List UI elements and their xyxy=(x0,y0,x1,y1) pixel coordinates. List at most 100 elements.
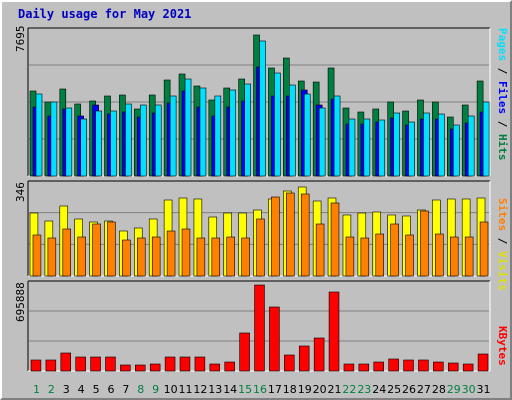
day-label-13: 13 xyxy=(208,383,222,396)
bar-sites-day-23 xyxy=(360,237,370,277)
bar-pages-day-10 xyxy=(169,95,177,177)
day-label-31: 31 xyxy=(477,383,491,396)
bar-sites-day-2 xyxy=(47,237,57,277)
bar-pages-day-14 xyxy=(229,89,237,177)
bar-kbytes-day-28 xyxy=(433,361,444,372)
bar-pages-day-16 xyxy=(259,40,266,177)
bar-pages-day-28 xyxy=(438,113,445,177)
bar-pages-day-12 xyxy=(199,87,207,177)
bar-kbytes-day-25 xyxy=(388,358,399,372)
bar-pages-day-21 xyxy=(333,95,341,177)
bar-sites-day-29 xyxy=(449,236,459,277)
day-label-21: 21 xyxy=(328,383,342,396)
bar-sites-day-18 xyxy=(286,192,295,277)
bar-kbytes-day-26 xyxy=(403,359,414,372)
bar-sites-day-8 xyxy=(137,237,146,277)
day-label-23: 23 xyxy=(357,383,371,396)
bar-sites-day-15 xyxy=(241,237,250,277)
bar-sites-day-1 xyxy=(32,234,42,277)
bar-kbytes-day-29 xyxy=(447,362,459,372)
bar-kbytes-day-15 xyxy=(239,332,250,372)
bar-kbytes-day-16 xyxy=(254,284,265,372)
bar-kbytes-day-21 xyxy=(328,291,340,372)
day-label-2: 2 xyxy=(48,383,55,396)
bar-sites-day-10 xyxy=(166,230,176,277)
bar-kbytes-day-23 xyxy=(358,363,370,372)
bar-kbytes-day-13 xyxy=(209,363,221,372)
bar-kbytes-day-22 xyxy=(343,363,355,372)
day-label-24: 24 xyxy=(372,383,386,396)
bar-sites-day-26 xyxy=(405,234,414,277)
bar-kbytes-day-8 xyxy=(135,364,146,372)
day-label-9: 9 xyxy=(152,383,159,396)
day-label-12: 12 xyxy=(193,383,207,396)
day-label-25: 25 xyxy=(387,383,401,396)
day-label-29: 29 xyxy=(447,383,461,396)
bar-sites-day-17 xyxy=(271,196,280,277)
bar-pages-day-15 xyxy=(244,83,251,177)
bar-kbytes-day-27 xyxy=(418,359,429,372)
bar-pages-day-9 xyxy=(154,104,162,177)
bar-sites-day-21 xyxy=(330,202,340,277)
day-label-27: 27 xyxy=(417,383,431,396)
bar-sites-day-6 xyxy=(107,221,116,277)
bar-sites-day-25 xyxy=(390,223,399,277)
day-label-26: 26 xyxy=(402,383,416,396)
bar-pages-day-7 xyxy=(125,103,132,177)
bar-kbytes-day-14 xyxy=(224,361,235,372)
bar-kbytes-day-30 xyxy=(462,363,474,372)
bar-pages-day-8 xyxy=(140,104,147,177)
day-label-30: 30 xyxy=(462,383,476,396)
bar-pages-day-24 xyxy=(378,119,386,177)
bar-kbytes-day-18 xyxy=(284,354,295,372)
day-label-8: 8 xyxy=(137,383,144,396)
bar-pages-day-22 xyxy=(348,118,356,177)
bar-pages-day-26 xyxy=(408,121,415,177)
bar-pages-day-23 xyxy=(363,118,371,177)
day-label-5: 5 xyxy=(93,383,100,396)
day-label-1: 1 xyxy=(33,383,40,396)
day-label-28: 28 xyxy=(432,383,446,396)
bar-pages-day-27 xyxy=(423,112,430,177)
bar-sites-day-14 xyxy=(226,236,235,277)
bar-sites-day-9 xyxy=(151,236,161,277)
bar-kbytes-day-12 xyxy=(194,356,206,372)
bar-sites-day-13 xyxy=(211,237,221,277)
bar-kbytes-day-24 xyxy=(373,361,384,372)
bar-pages-day-18 xyxy=(289,84,296,177)
bar-sites-day-4 xyxy=(77,236,86,277)
bar-sites-day-31 xyxy=(479,221,489,277)
bar-pages-day-30 xyxy=(467,115,475,177)
bar-pages-day-5 xyxy=(95,110,102,177)
bar-kbytes-day-9 xyxy=(149,363,161,372)
day-label-17: 17 xyxy=(268,383,282,396)
bar-sites-day-5 xyxy=(92,223,101,277)
bar-kbytes-day-20 xyxy=(313,337,325,372)
day-label-14: 14 xyxy=(223,383,237,396)
bar-sites-day-11 xyxy=(181,228,191,277)
bar-kbytes-day-17 xyxy=(269,306,280,372)
bar-kbytes-day-2 xyxy=(45,359,57,372)
bar-pages-day-31 xyxy=(482,101,490,177)
day-label-19: 19 xyxy=(298,383,312,396)
day-label-18: 18 xyxy=(283,383,297,396)
bar-kbytes-day-6 xyxy=(105,356,116,372)
bar-sites-day-16 xyxy=(256,218,265,277)
bar-sites-day-3 xyxy=(62,228,72,277)
bar-kbytes-day-11 xyxy=(179,356,191,372)
bar-pages-day-11 xyxy=(184,78,192,177)
bar-sites-day-19 xyxy=(300,193,310,277)
bar-sites-day-30 xyxy=(464,236,474,277)
bar-sites-day-28 xyxy=(435,233,444,277)
bar-kbytes-day-7 xyxy=(120,364,131,372)
day-label-10: 10 xyxy=(164,383,178,396)
bar-pages-day-13 xyxy=(214,95,222,177)
bar-sites-day-12 xyxy=(196,237,206,277)
bar-sites-day-7 xyxy=(122,239,131,277)
bar-pages-day-1 xyxy=(35,93,43,177)
day-label-22: 22 xyxy=(342,383,356,396)
bar-kbytes-day-5 xyxy=(90,356,101,372)
bar-kbytes-day-31 xyxy=(477,353,489,372)
day-label-3: 3 xyxy=(63,383,70,396)
